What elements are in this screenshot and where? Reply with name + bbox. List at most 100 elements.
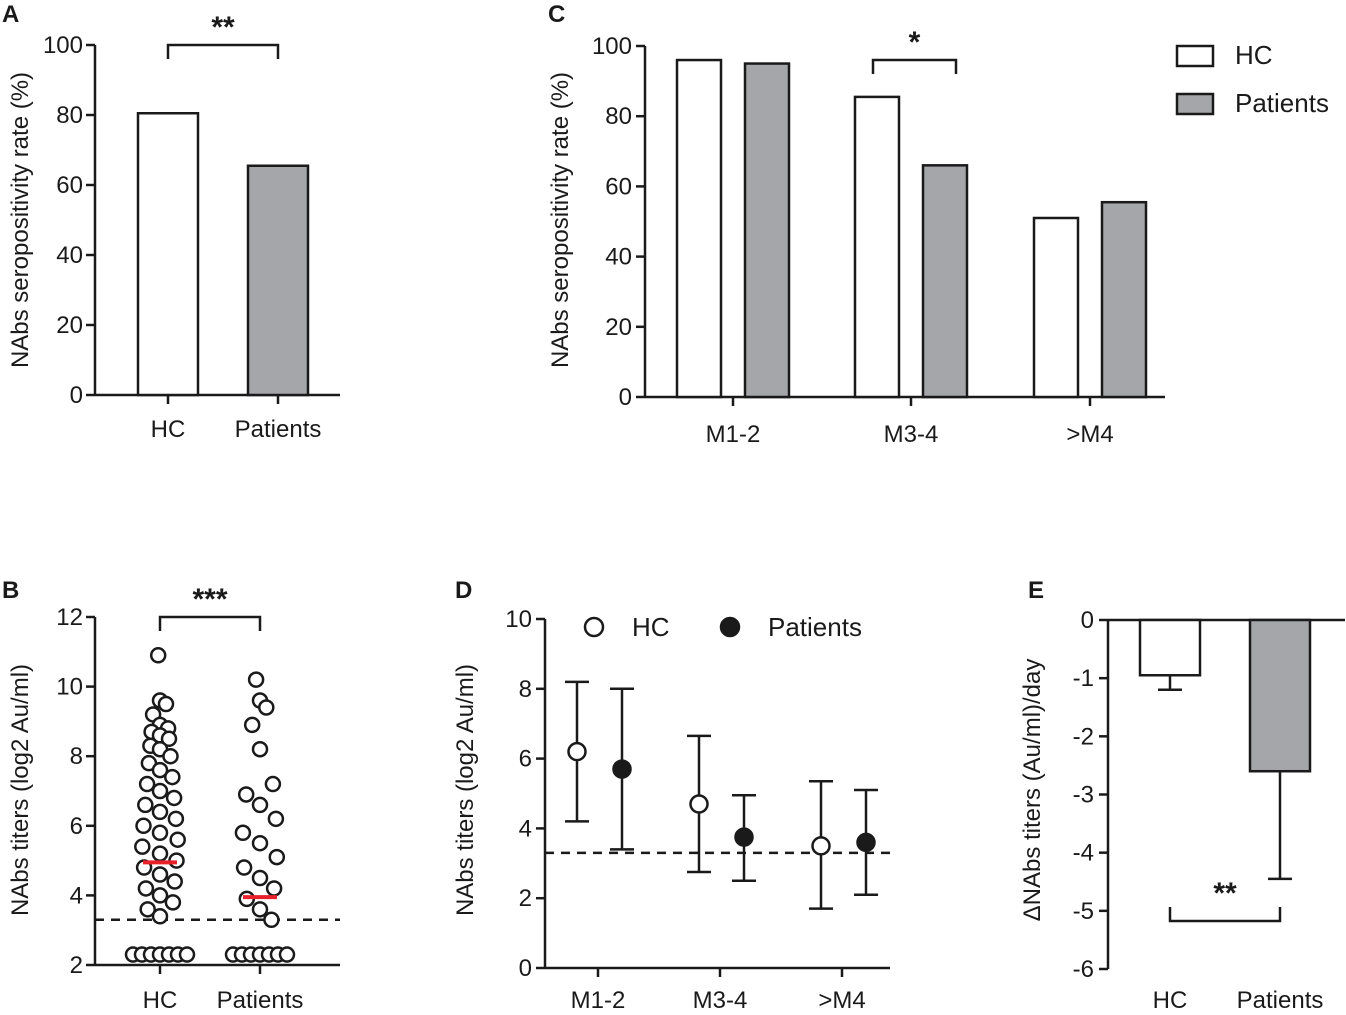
panel-d-legend-label: HC bbox=[632, 612, 670, 642]
panel-b-point-hc bbox=[134, 838, 151, 855]
panel-b-significance-label: *** bbox=[192, 583, 227, 616]
panel-b-point-patients bbox=[234, 824, 252, 842]
panel-a-y-tick-label: 80 bbox=[56, 102, 83, 129]
panel-b-point-hc bbox=[149, 647, 167, 664]
panel-e-y-tick-label: -4 bbox=[1073, 840, 1094, 867]
panel-b-point-hc bbox=[164, 894, 182, 911]
panel-e-y-axis-title: ΔNAbs titers (Au/ml)/day bbox=[1019, 659, 1046, 922]
panel-b-point-hc bbox=[151, 866, 169, 883]
panel-e-significance-bracket bbox=[1168, 907, 1282, 923]
panel-c-legend-label: HC bbox=[1235, 40, 1273, 70]
panel-d-letter: D bbox=[455, 577, 472, 604]
panel-b-point-hc bbox=[164, 768, 181, 786]
panel-a-y-tick-label: 0 bbox=[70, 382, 83, 409]
panel-a-significance-label: ** bbox=[211, 11, 235, 44]
panel-e-y-tick-label: -2 bbox=[1073, 723, 1094, 750]
panel-b-point-hc bbox=[137, 796, 154, 814]
panel-e-y-tick-label: -6 bbox=[1073, 956, 1094, 983]
panel-d-patients-2-mean-point bbox=[734, 827, 754, 847]
panel-b-x-label: Patients bbox=[217, 987, 304, 1014]
panel-b-y-axis-title: NAbs titers (log2 Au/ml) bbox=[7, 664, 34, 916]
panel-c-y-tick-label: 0 bbox=[619, 384, 632, 411]
panel-c-y-tick-label: 40 bbox=[605, 244, 632, 271]
panel-b-point-patients bbox=[235, 859, 253, 876]
panel-c-bar-patients-1 bbox=[743, 62, 791, 399]
panel-a-letter: A bbox=[2, 1, 19, 28]
panel-d-hc-1-mean-point bbox=[567, 741, 587, 762]
panel-b-y-tick-label: 4 bbox=[70, 882, 83, 909]
panel-b-point-patients bbox=[237, 786, 255, 803]
panel-d-y-tick-label: 2 bbox=[519, 885, 532, 912]
panel-b-point-hc bbox=[151, 845, 169, 862]
panel-d-x-label: >M4 bbox=[818, 987, 865, 1014]
panel-b-point-hc bbox=[151, 782, 169, 800]
panel-c-y-tick-label: 100 bbox=[592, 33, 632, 60]
panel-b-point-patients bbox=[251, 901, 269, 918]
panel-b-point-hc bbox=[167, 810, 185, 828]
panel-b-point-hc bbox=[151, 908, 169, 925]
panel-b-point-patients bbox=[251, 740, 269, 758]
panel-b-point-patients bbox=[264, 775, 282, 793]
panel-e-y-tick-label: -1 bbox=[1073, 665, 1094, 692]
panel-c-y-tick-label: 80 bbox=[605, 103, 632, 130]
panel-d-x-label: M3-4 bbox=[693, 987, 748, 1014]
panel-d-legend-marker-hc bbox=[583, 616, 605, 638]
panel-a-y-tick-label: 60 bbox=[56, 172, 83, 199]
panel-c-x-label: >M4 bbox=[1066, 421, 1113, 448]
panel-c-letter: C bbox=[548, 1, 565, 28]
panel-b-point-hc bbox=[151, 803, 169, 821]
panel-e-bar-hc bbox=[1138, 618, 1202, 677]
panel-b-point-patients bbox=[251, 834, 269, 852]
panel-c-bar-hc-2 bbox=[853, 95, 901, 399]
panel-e-x-label: Patients bbox=[1237, 987, 1324, 1014]
panel-e-y-tick-label: -5 bbox=[1073, 898, 1094, 925]
panel-e-y-tick-label: 0 bbox=[1081, 607, 1094, 634]
panel-b-point-hc bbox=[160, 730, 178, 748]
panel-b-point-patients bbox=[247, 671, 265, 688]
panel-b-x-label: HC bbox=[143, 987, 178, 1014]
panel-c-bar-patients-3 bbox=[1100, 200, 1148, 399]
panel-c-x-label: M3-4 bbox=[884, 421, 939, 448]
panel-c-legend-swatch-patients bbox=[1175, 92, 1215, 116]
panel-a-y-tick-label: 40 bbox=[56, 242, 83, 269]
panel-c-significance-bracket bbox=[871, 58, 958, 74]
panel-e-significance-label: ** bbox=[1213, 877, 1237, 910]
panel-d-hc-2-mean-point bbox=[689, 794, 709, 814]
panel-b-y-tick-label: 6 bbox=[70, 813, 83, 840]
panel-a-significance-bracket bbox=[166, 43, 280, 59]
panel-b-point-patients bbox=[258, 699, 275, 716]
panel-d-legend-marker-patients bbox=[719, 616, 741, 638]
panel-b-point-patients bbox=[267, 810, 285, 828]
panel-b-point-hc bbox=[139, 901, 156, 918]
panel-d-x-label: M1-2 bbox=[571, 987, 626, 1014]
panel-a-x-label: Patients bbox=[235, 416, 322, 443]
panel-a-y-tick-label: 20 bbox=[56, 312, 83, 339]
panel-d-y-tick-label: 6 bbox=[519, 746, 532, 773]
panel-b-point-patients bbox=[263, 911, 280, 929]
panel-c-y-tick-label: 60 bbox=[605, 173, 632, 200]
panel-e-y-tick-label: -3 bbox=[1073, 782, 1094, 809]
panel-b-point-hc bbox=[162, 747, 179, 765]
panel-b-point-hc bbox=[178, 946, 196, 963]
panel-c-significance-label: * bbox=[909, 26, 921, 59]
panel-b-point-hc bbox=[135, 817, 152, 835]
panel-c-bar-hc-1 bbox=[675, 58, 723, 399]
panel-a-y-tick-label: 100 bbox=[43, 32, 83, 59]
panel-b-point-patients bbox=[278, 946, 296, 963]
panel-a-x-label: HC bbox=[151, 416, 186, 443]
panel-d-y-tick-label: 4 bbox=[519, 815, 532, 842]
panel-b-point-patients bbox=[268, 848, 286, 866]
panel-d-y-tick-label: 0 bbox=[519, 955, 532, 982]
panel-b-point-hc bbox=[137, 880, 155, 897]
panel-c-legend-label: Patients bbox=[1235, 88, 1329, 118]
panel-e-letter: E bbox=[1028, 577, 1044, 604]
panel-c-bar-patients-2 bbox=[921, 164, 969, 399]
panel-a-bar-patients bbox=[246, 164, 310, 397]
panel-c-bar-hc-3 bbox=[1032, 216, 1080, 399]
panel-b-point-hc bbox=[151, 824, 169, 842]
panel-b-point-hc bbox=[169, 831, 186, 848]
panel-d-y-tick-label: 10 bbox=[505, 606, 532, 633]
panel-c-legend-swatch-hc bbox=[1175, 44, 1215, 68]
panel-b-y-tick-label: 2 bbox=[70, 952, 83, 979]
